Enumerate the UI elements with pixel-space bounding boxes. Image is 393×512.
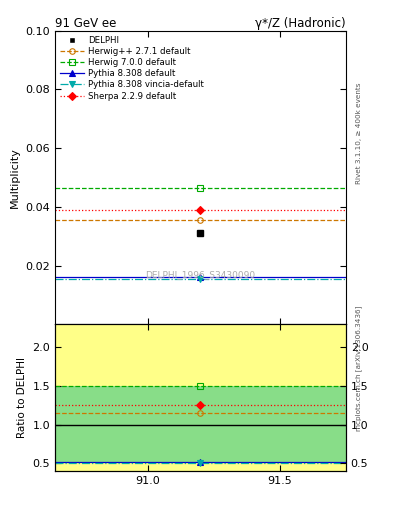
Text: mcplots.cern.ch [arXiv:1306.3436]: mcplots.cern.ch [arXiv:1306.3436] xyxy=(356,306,362,431)
Y-axis label: Multiplicity: Multiplicity xyxy=(10,147,20,208)
Bar xyxy=(55,386,346,463)
Text: 91 GeV ee: 91 GeV ee xyxy=(55,16,116,30)
Legend: DELPHI, Herwig++ 2.7.1 default, Herwig 7.0.0 default, Pythia 8.308 default, Pyth: DELPHI, Herwig++ 2.7.1 default, Herwig 7… xyxy=(58,33,206,103)
Text: DELPHI_1996_S3430090: DELPHI_1996_S3430090 xyxy=(145,270,255,279)
Text: γ*/Z (Hadronic): γ*/Z (Hadronic) xyxy=(255,16,346,30)
Text: Rivet 3.1.10, ≥ 400k events: Rivet 3.1.10, ≥ 400k events xyxy=(356,82,362,184)
Y-axis label: Ratio to DELPHI: Ratio to DELPHI xyxy=(17,357,27,438)
